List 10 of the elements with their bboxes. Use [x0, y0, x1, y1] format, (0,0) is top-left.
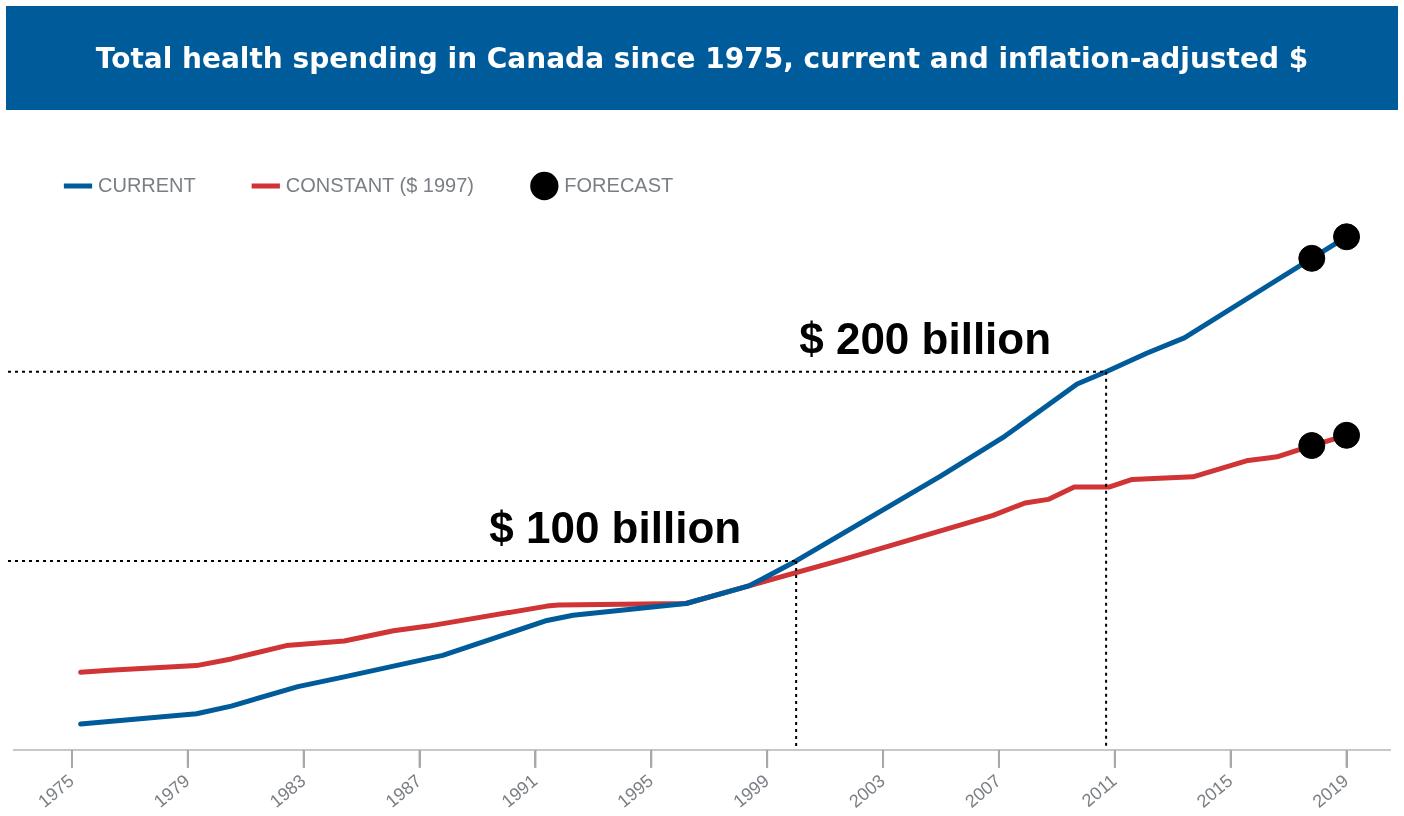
legend-label: FORECAST [564, 173, 674, 196]
point [1298, 432, 1326, 460]
point [1333, 421, 1361, 449]
legend-label: CONSTANT ($ 1997) [285, 173, 474, 196]
point [1333, 223, 1361, 251]
point [1298, 244, 1326, 272]
ref-line-label: $ 200 billion [799, 313, 1052, 363]
ref-line-label: $ 100 billion [489, 503, 742, 553]
chart-title: Total health spending in Canada since 1975, current and inflation-adjusted $ [6, 6, 1398, 110]
legend-label: CURRENT [98, 173, 196, 196]
